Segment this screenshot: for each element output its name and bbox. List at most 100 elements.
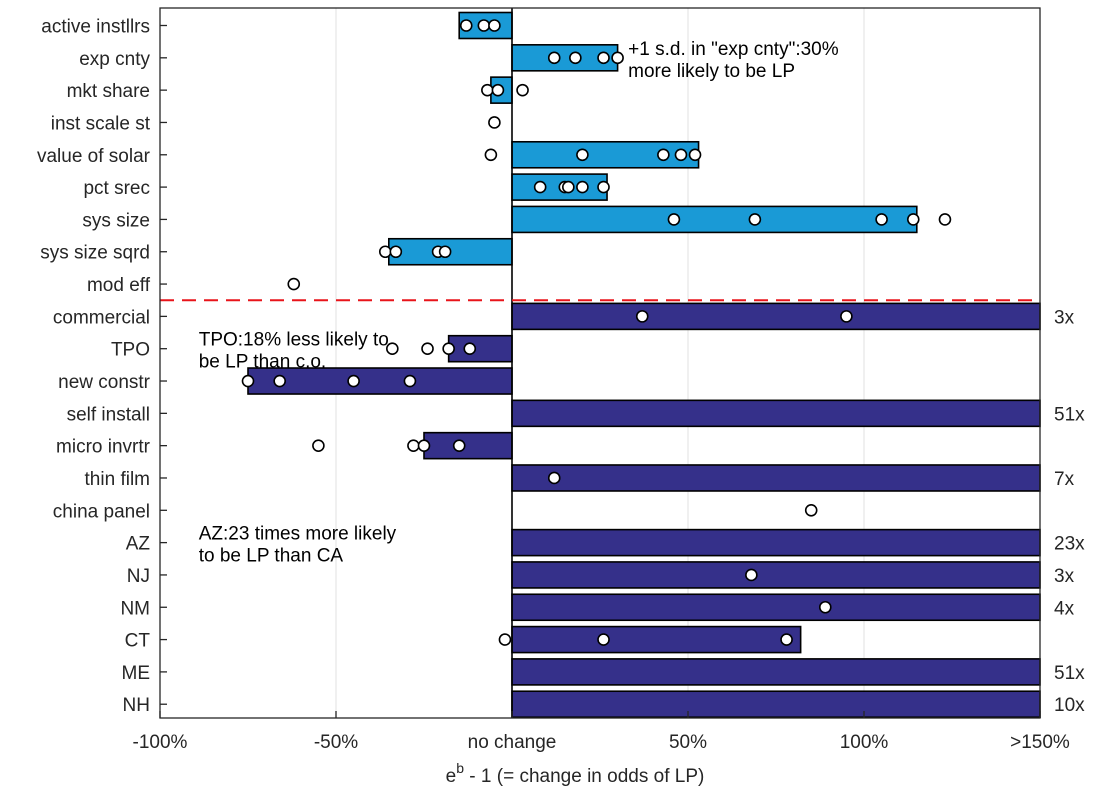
point-thin-film-0 [547,471,561,485]
point-mkt-share-0 [481,83,494,97]
point-nm-0 [818,600,832,614]
category-label-exp-cnty: exp cnty [79,49,150,70]
category-label-pct-srec: pct srec [83,178,150,199]
point-exp-cnty-0 [547,51,561,65]
point-value-of-solar-0 [484,148,498,162]
annotation-1-line-0: TPO:18% less likely to [199,330,389,351]
category-label-micro-invrtr: micro invrtr [56,437,151,458]
category-label-self-install: self install [67,404,150,425]
category-label-nj: NJ [127,566,150,587]
multiplier-label-nm: 4x [1054,598,1075,619]
bar-ct [511,625,802,654]
multiplier-label-nh: 10x [1054,695,1085,716]
point-value-of-solar-4 [688,148,702,162]
category-label-mod-eff: mod eff [87,275,151,296]
point-sys-size-sqrd-3 [438,245,452,259]
plot-frame [159,7,1041,719]
point-value-of-solar-1 [576,148,589,162]
point-ct-0 [498,633,512,646]
point-ct-2 [780,633,793,646]
point-sys-size-2 [875,213,888,226]
point-new-constr-1 [273,374,286,388]
estimate-points [241,19,952,646]
x-axis-label: eb - 1 (= change in odds of LP) [446,760,705,787]
x-tick-label-100: -100% [133,732,188,753]
bar-nm [511,593,1041,622]
point-inst-scale-st-0 [488,116,501,129]
bar-self-install [511,399,1041,428]
bars [247,11,1041,719]
category-label-tpo: TPO [111,340,150,361]
point-mkt-share-1 [491,83,505,97]
category-label-az: AZ [126,534,151,555]
point-sys-size-sqrd-0 [378,245,392,259]
point-pct-srec-4 [597,180,610,194]
annotations: +1 s.d. in "exp cnty":30%more likely to … [199,39,839,567]
point-mod-eff-0 [287,277,301,291]
multiplier-labels: 3x 51x 7x 23x 3x 4x 51x 10x [1054,307,1085,716]
x-tick-labels: -100% -50% no change 50% 100% >150% [133,732,1070,753]
point-commercial-0 [635,310,649,323]
point-active-instllrs-2 [488,19,501,32]
multiplier-label-nj: 3x [1054,566,1075,587]
axes-box [159,7,1041,719]
x-tick-label-100: 100% [840,732,889,753]
point-micro-invrtr-3 [452,439,466,452]
multiplier-label-commercial: 3x [1054,307,1075,328]
annotation-2-line-1: to be LP than CA [199,546,344,567]
point-micro-invrtr-1 [407,439,420,452]
point-nj-0 [745,568,758,582]
bar-commercial [511,302,1041,331]
bar-nj [511,561,1041,589]
x-tick-label-150: >150% [1010,732,1070,753]
category-label-mkt-share: mkt share [67,81,150,102]
point-tpo-2 [442,342,455,356]
bar-micro-invrtr [423,431,513,460]
annotation-1-line-1: be LP than c.o. [199,352,326,373]
category-label-value-of-solar: value of solar [37,146,151,167]
category-label-active-instllrs: active instllrs [41,17,150,38]
point-pct-srec-2 [562,180,575,194]
point-exp-cnty-3 [611,51,624,65]
bar-me [511,658,1041,686]
point-new-constr-3 [403,374,417,388]
bar-az [511,528,1041,557]
category-label-inst-scale-st: inst scale st [51,113,151,134]
point-sys-size-sqrd-1 [389,245,403,259]
category-label-china-panel: china panel [53,501,150,522]
category-label-thin-film: thin film [85,469,150,490]
point-active-instllrs-0 [459,19,473,32]
point-tpo-1 [421,342,434,356]
point-pct-srec-0 [533,180,547,194]
point-sys-size-0 [667,213,681,226]
point-active-instllrs-1 [477,19,491,32]
multiplier-label-self-install: 51x [1054,404,1085,425]
point-tpo-0 [386,342,399,356]
point-new-constr-2 [347,374,360,388]
category-label-me: ME [122,663,151,684]
point-ct-1 [597,633,610,646]
point-value-of-solar-2 [657,148,670,162]
category-label-ct: CT [125,631,151,652]
multiplier-label-thin-film: 7x [1054,469,1075,490]
annotation-0-line-1: more likely to be LP [628,61,795,82]
point-sys-size-3 [906,213,920,226]
multiplier-label-me: 51x [1054,663,1085,684]
point-exp-cnty-2 [597,51,610,65]
point-china-panel-0 [804,503,818,517]
x-tick-label-50: -50% [314,732,358,753]
point-commercial-1 [840,310,853,323]
point-value-of-solar-3 [674,148,688,162]
annotation-2-line-0: AZ:23 times more likely [199,524,397,545]
point-tpo-3 [463,342,477,356]
bar-thin-film [511,464,1041,492]
category-label-sys-size-sqrd: sys size sqrd [40,243,150,264]
point-pct-srec-3 [576,180,589,194]
category-label-new-constr: new constr [58,372,151,393]
bar-value-of-solar [511,140,700,169]
point-new-constr-0 [241,374,255,388]
multiplier-label-az: 23x [1054,534,1085,555]
x-tick-label-50: 50% [669,732,707,753]
bar-nh [511,690,1041,719]
